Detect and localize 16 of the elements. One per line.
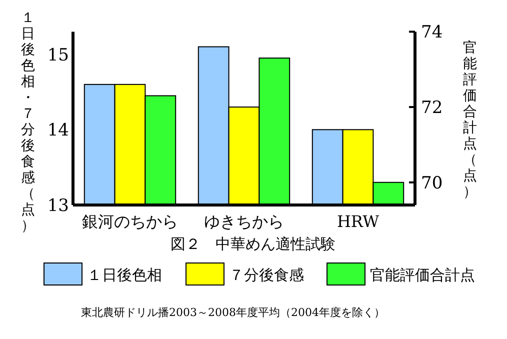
y-axis-title: １日後色相・７分後食感（点） bbox=[21, 10, 35, 234]
y2-tick-label: 74 bbox=[421, 22, 443, 43]
x-tick-label: ゆきちから bbox=[204, 212, 284, 231]
y2-tick-label: 70 bbox=[421, 173, 443, 194]
text: 東北農研ドリル播2003～2008年度平均（2004年度を除く） bbox=[81, 306, 385, 319]
y-tick-label: 15 bbox=[47, 45, 69, 66]
legend-label: １日後色相 bbox=[87, 266, 162, 284]
y2-axis-title: 官能評価合計点（点） bbox=[463, 40, 477, 200]
y-tick-label: 13 bbox=[47, 196, 69, 216]
y-tick-label: 14 bbox=[47, 120, 69, 141]
y2-tick-label: 72 bbox=[421, 98, 443, 118]
text: 図２ 中華めん適性試験 bbox=[170, 235, 336, 253]
legend-label: ７分後食感 bbox=[229, 266, 304, 284]
x-tick-label: HRW bbox=[336, 212, 380, 231]
legend-label: 官能評価合計点 bbox=[370, 266, 475, 284]
x-tick-label: 銀河のちから bbox=[82, 212, 178, 231]
